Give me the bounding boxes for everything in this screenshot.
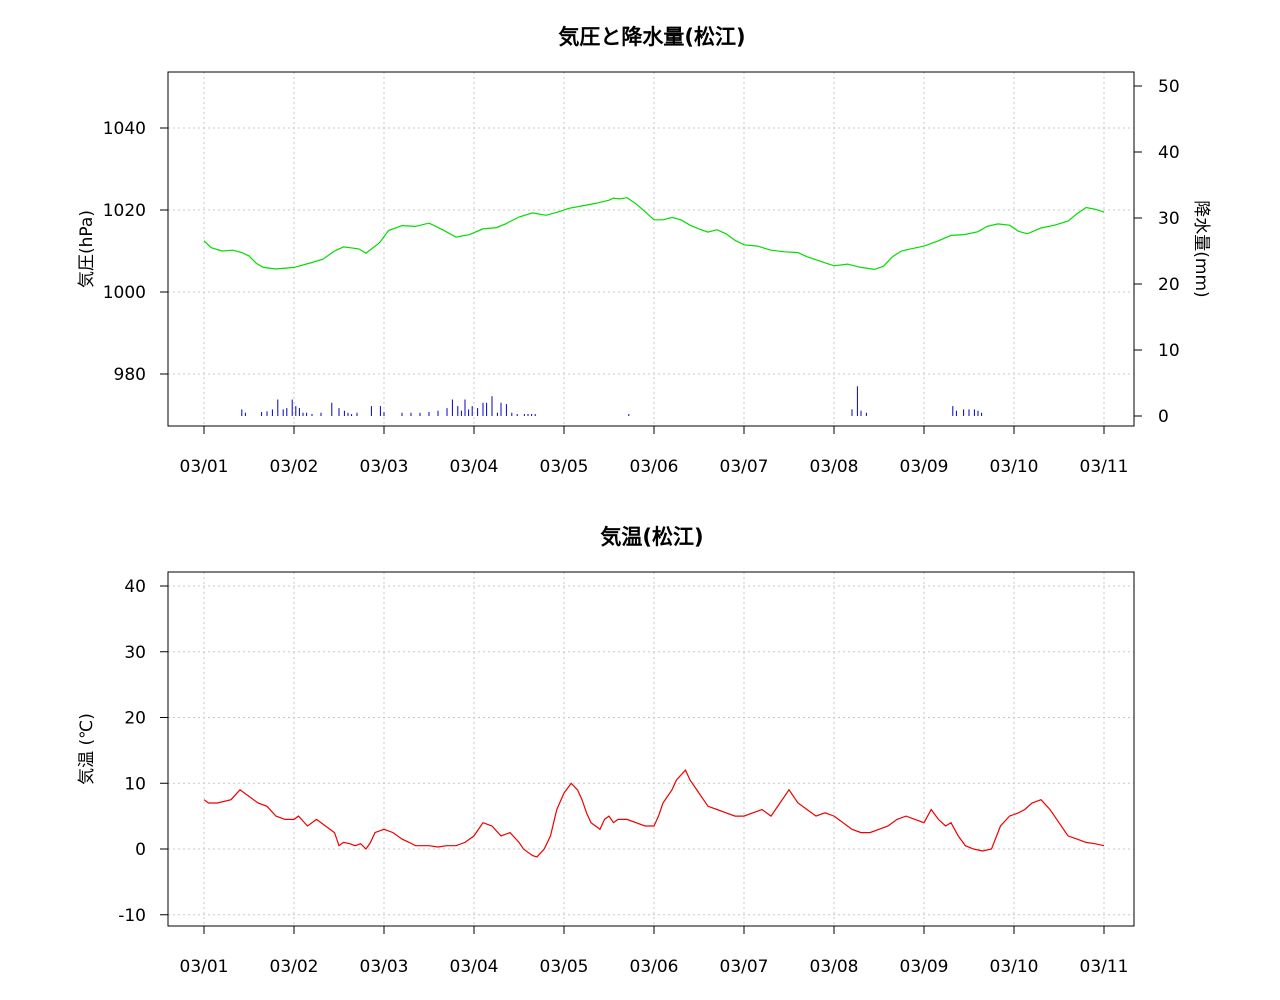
y2-tick-label: 0 (1158, 407, 1169, 427)
y2-tick-label: 40 (1158, 143, 1180, 163)
x-tick-label: 03/11 (1080, 957, 1129, 977)
y-tick-label: 1020 (103, 201, 146, 221)
y-tick-label: 0 (135, 840, 146, 860)
y-tick-label: 980 (114, 365, 146, 385)
x-tick-label: 03/08 (810, 457, 859, 477)
y-tick-label: 1040 (103, 119, 146, 139)
chart-title: 気圧と降水量(松江) (558, 25, 745, 49)
x-tick-label: 03/05 (540, 457, 589, 477)
y2-tick-label: 10 (1158, 341, 1180, 361)
x-tick-label: 03/10 (990, 457, 1039, 477)
x-tick-label: 03/05 (540, 957, 589, 977)
x-tick-label: 03/02 (270, 957, 319, 977)
x-tick-label: 03/02 (270, 457, 319, 477)
y-tick-label: 30 (124, 643, 146, 663)
x-tick-label: 03/01 (180, 957, 229, 977)
x-tick-label: 03/10 (990, 957, 1039, 977)
chart-title: 気温(松江) (600, 525, 703, 549)
series-line-1-1 (203, 197, 1105, 271)
x-tick-label: 03/09 (900, 957, 949, 977)
plot-frame (167, 71, 1135, 427)
x-tick-label: 03/01 (180, 457, 229, 477)
x-tick-label: 03/09 (900, 457, 949, 477)
x-tick-label: 03/11 (1080, 457, 1129, 477)
x-tick-label: 03/04 (450, 957, 499, 977)
y-axis-label: 気圧(hPa) (77, 210, 97, 288)
y2-tick-label: 30 (1158, 209, 1180, 229)
chart-panel-1: 気圧と降水量(松江) 03/01 03/02 03/03 03/04 03/05 03/06… (77, 25, 1211, 477)
y2-axis-label: 降水量(mm) (1191, 200, 1211, 297)
plot-frame (167, 571, 1135, 927)
y-tick-label: 10 (124, 774, 146, 794)
y-tick-label: 20 (124, 709, 146, 729)
y-tick-label: 40 (124, 577, 146, 597)
x-tick-label: 03/04 (450, 457, 499, 477)
y2-tick-label: 20 (1158, 275, 1180, 295)
x-tick-label: 03/08 (810, 957, 859, 977)
y-axis-label: 気温 (℃) (77, 713, 97, 785)
y2-tick-label: 50 (1158, 77, 1180, 97)
y-tick-label: 1000 (103, 283, 146, 303)
x-tick-label: 03/07 (720, 957, 769, 977)
x-tick-label: 03/03 (360, 457, 409, 477)
chart-panel-2: 気温(松江) 03/01 03/02 03/03 03/04 03/05 03/06 03/0… (77, 525, 1135, 977)
x-tick-label: 03/06 (630, 457, 679, 477)
x-tick-label: 03/03 (360, 957, 409, 977)
y-tick-label: -10 (118, 906, 146, 926)
x-tick-label: 03/06 (630, 957, 679, 977)
x-tick-label: 03/07 (720, 457, 769, 477)
series-line-2-1 (203, 769, 1105, 858)
